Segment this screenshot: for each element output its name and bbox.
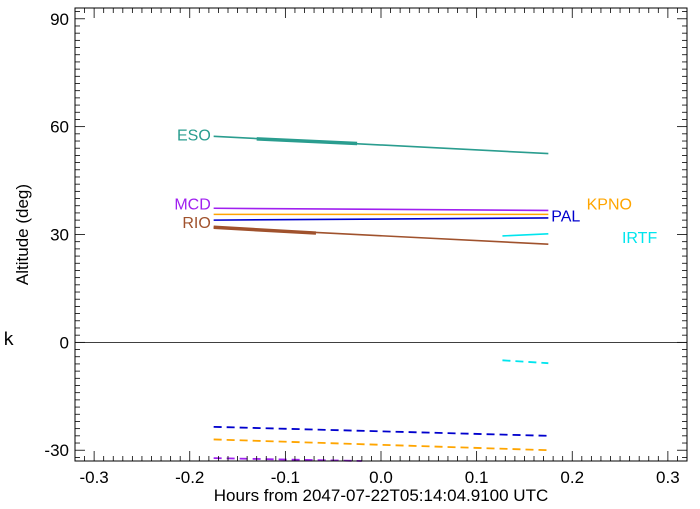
x-tick-label: -0.3 [79,468,108,487]
mcd-site-label: MCD [174,196,210,213]
x-tick-label: 0.1 [465,468,489,487]
pal-site-label: PAL [551,209,580,226]
x-tick-label: 0.3 [656,468,680,487]
eso-observing-window [256,137,358,146]
irtf-site-label: IRTF [622,230,657,247]
rio-observing-window [213,225,317,235]
eso-site-label: ESO [177,128,211,145]
rio-site-label: RIO [182,215,210,232]
y-tick-label: 30 [50,226,69,245]
x-tick-label: -0.2 [175,468,204,487]
x-tick-label: 0.0 [369,468,393,487]
x-tick-label: 0.2 [560,468,584,487]
y-tick-label: -30 [44,441,69,460]
mcd-altitude-line [213,207,549,212]
kpno-site-label: KPNO [587,197,632,214]
irtf-altitude-line [502,232,549,237]
pal-below-horizon-line [213,425,549,437]
kpno-below-horizon-line [213,438,549,452]
y-axis-title: Altitude (deg) [13,184,32,285]
y-tick-label: 0 [60,333,69,352]
y-tick-label: 90 [50,10,69,29]
irtf-below-horizon-line [502,359,549,365]
pal-altitude-line [213,217,549,221]
y-tick-label: 60 [50,118,69,137]
side-text: k [3,329,14,350]
plot-frame [74,7,688,462]
x-axis-title: Hours from 2047-07-22T05:14:04.9100 UTC [214,486,549,505]
x-tick-label: -0.1 [271,468,300,487]
